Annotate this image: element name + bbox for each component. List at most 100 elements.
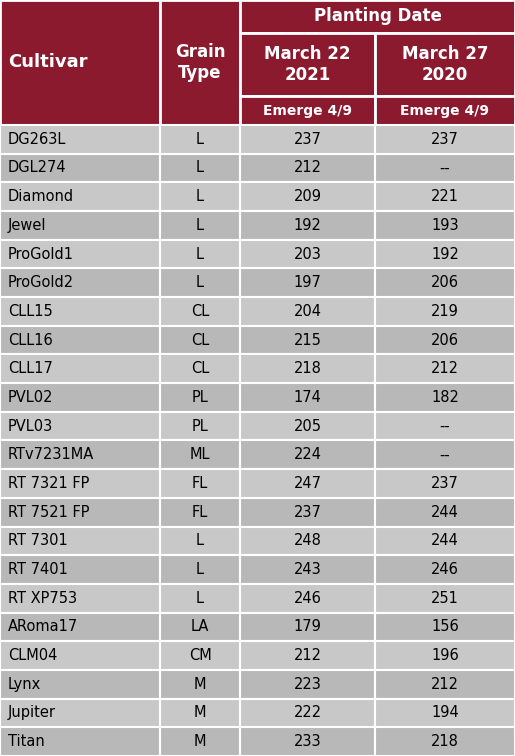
Text: March 27
2020: March 27 2020 <box>402 45 488 84</box>
Text: 192: 192 <box>431 246 459 262</box>
Text: Emerge 4/9: Emerge 4/9 <box>263 104 352 118</box>
Bar <box>240 441 375 469</box>
Text: CL: CL <box>191 333 209 348</box>
Text: CL: CL <box>191 361 209 376</box>
Text: --: -- <box>440 448 451 463</box>
Text: 179: 179 <box>294 619 321 634</box>
Text: 174: 174 <box>294 390 321 405</box>
Text: ProGold2: ProGold2 <box>8 275 74 290</box>
Text: PVL03: PVL03 <box>8 419 53 434</box>
Bar <box>0 355 160 383</box>
Bar <box>160 641 240 670</box>
Text: Diamond: Diamond <box>8 189 74 204</box>
Text: PL: PL <box>192 419 209 434</box>
Bar <box>0 526 160 555</box>
Text: 206: 206 <box>431 333 459 348</box>
Text: March 22
2021: March 22 2021 <box>264 45 351 84</box>
Text: 203: 203 <box>294 246 321 262</box>
Text: 251: 251 <box>431 590 459 606</box>
Bar <box>375 641 515 670</box>
Bar <box>375 153 515 182</box>
Text: 204: 204 <box>294 304 321 319</box>
Text: L: L <box>196 275 204 290</box>
Bar <box>375 326 515 355</box>
Bar <box>0 670 160 699</box>
Bar <box>240 153 375 182</box>
Text: Emerge 4/9: Emerge 4/9 <box>401 104 489 118</box>
Bar <box>160 240 240 268</box>
Bar <box>0 268 160 297</box>
Text: L: L <box>196 160 204 175</box>
Bar <box>375 584 515 612</box>
Text: 237: 237 <box>431 476 459 491</box>
Bar <box>160 526 240 555</box>
Bar <box>375 526 515 555</box>
Bar <box>240 33 375 96</box>
Text: 244: 244 <box>431 505 459 519</box>
Bar <box>240 268 375 297</box>
Bar <box>375 412 515 441</box>
Text: M: M <box>194 705 206 720</box>
Bar <box>375 240 515 268</box>
Bar <box>0 469 160 498</box>
Text: 233: 233 <box>294 734 321 749</box>
Text: RT 7521 FP: RT 7521 FP <box>8 505 90 519</box>
Bar <box>240 355 375 383</box>
Bar <box>240 211 375 240</box>
Text: 194: 194 <box>431 705 459 720</box>
Bar <box>0 641 160 670</box>
Bar <box>240 584 375 612</box>
Bar <box>240 555 375 584</box>
Text: 156: 156 <box>431 619 459 634</box>
Bar <box>240 526 375 555</box>
Bar <box>240 326 375 355</box>
Bar <box>160 153 240 182</box>
Bar <box>0 153 160 182</box>
Text: DGL274: DGL274 <box>8 160 66 175</box>
Bar <box>240 641 375 670</box>
Bar <box>375 727 515 756</box>
Text: FL: FL <box>192 476 208 491</box>
Text: CLL15: CLL15 <box>8 304 53 319</box>
Text: LA: LA <box>191 619 209 634</box>
Bar <box>375 383 515 412</box>
Bar <box>240 412 375 441</box>
Bar <box>160 498 240 526</box>
Text: 205: 205 <box>294 419 321 434</box>
Text: PVL02: PVL02 <box>8 390 54 405</box>
Bar <box>240 125 375 153</box>
Bar <box>240 498 375 526</box>
Bar <box>160 412 240 441</box>
Bar <box>0 584 160 612</box>
Text: 212: 212 <box>294 160 321 175</box>
Text: 247: 247 <box>294 476 321 491</box>
Bar <box>375 555 515 584</box>
Text: ARoma17: ARoma17 <box>8 619 78 634</box>
Bar <box>375 612 515 641</box>
Text: RT XP753: RT XP753 <box>8 590 77 606</box>
Text: L: L <box>196 246 204 262</box>
Bar <box>0 297 160 326</box>
Text: Jewel: Jewel <box>8 218 46 233</box>
Bar <box>160 0 240 125</box>
Text: CL: CL <box>191 304 209 319</box>
Bar <box>160 383 240 412</box>
Bar <box>0 182 160 211</box>
Text: CM: CM <box>188 648 211 663</box>
Text: Titan: Titan <box>8 734 45 749</box>
Bar <box>0 211 160 240</box>
Bar <box>0 0 160 125</box>
Text: 196: 196 <box>431 648 459 663</box>
Bar <box>160 555 240 584</box>
Text: Grain
Type: Grain Type <box>175 43 225 82</box>
Bar <box>0 441 160 469</box>
Bar <box>240 0 515 33</box>
Text: CLL17: CLL17 <box>8 361 53 376</box>
Text: --: -- <box>440 419 451 434</box>
Text: L: L <box>196 132 204 147</box>
Bar <box>0 240 160 268</box>
Bar <box>0 125 160 153</box>
Text: L: L <box>196 590 204 606</box>
Text: Jupiter: Jupiter <box>8 705 56 720</box>
Text: 218: 218 <box>431 734 459 749</box>
